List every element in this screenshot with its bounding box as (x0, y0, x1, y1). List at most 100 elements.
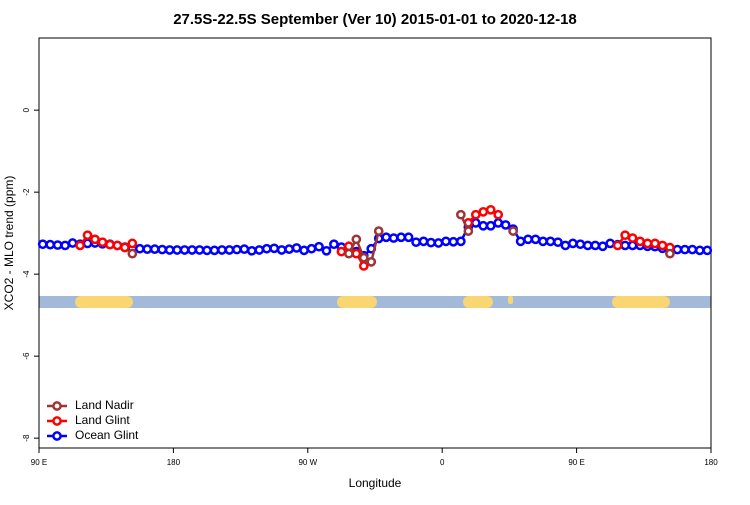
x-tick-label: 180 (704, 458, 718, 467)
y-tick-label: -6 (22, 352, 31, 360)
data-point (45, 239, 56, 250)
data-point (530, 234, 541, 245)
data-point (456, 209, 466, 220)
data-point (120, 242, 130, 253)
data-point (635, 236, 645, 247)
data-point (37, 239, 48, 250)
x-axis-label: Longitude (349, 476, 402, 490)
y-tick-label: -2 (22, 188, 31, 196)
data-point (142, 244, 153, 254)
data-point (314, 241, 324, 252)
data-point (284, 244, 294, 254)
data-point (448, 236, 459, 247)
data-point (545, 236, 556, 247)
series (127, 209, 675, 267)
data-point (224, 245, 235, 255)
data-point (441, 236, 451, 247)
data-point (149, 244, 160, 254)
y-tick-label: -8 (22, 434, 31, 442)
data-point (620, 230, 630, 241)
data-point (582, 240, 593, 251)
data-point (478, 220, 489, 231)
data-point (291, 243, 302, 253)
data-point (568, 238, 578, 249)
data-point (112, 240, 123, 251)
y-axis-label: XCO2 - MLO trend (ppm) (2, 176, 16, 311)
data-point (82, 238, 93, 249)
y-tick-label: -4 (22, 270, 31, 278)
data-point (246, 245, 257, 256)
data-point (261, 243, 272, 254)
data-point (344, 248, 354, 259)
data-point (560, 240, 571, 251)
data-point (687, 244, 698, 255)
data-point (597, 241, 608, 252)
x-tick-label: 90 E (568, 458, 584, 467)
legend-marker (52, 431, 62, 441)
x-tick-label: 180 (167, 458, 181, 467)
data-point (269, 243, 280, 254)
data-point (217, 245, 227, 255)
data-point (67, 238, 78, 248)
data-point (157, 244, 168, 255)
series (37, 218, 713, 261)
data-point (276, 245, 287, 255)
data-point (239, 244, 250, 254)
x-tick-label: 90 E (31, 458, 47, 467)
data-point (134, 243, 145, 254)
data-point (418, 236, 429, 247)
data-point (627, 233, 638, 243)
data-point (358, 252, 369, 263)
data-point (485, 220, 496, 231)
data-point (209, 245, 220, 256)
data-point (97, 237, 108, 248)
data-point (194, 245, 205, 255)
data-point (515, 236, 526, 247)
data-point (694, 245, 705, 256)
y-tick-label: 0 (22, 107, 31, 112)
series (75, 204, 675, 271)
data-point (232, 244, 242, 255)
data-point (665, 248, 675, 259)
data-point (523, 234, 533, 245)
data-point (470, 209, 481, 220)
data-point (411, 237, 421, 248)
data-point (75, 240, 85, 251)
data-point (321, 245, 332, 256)
data-point (299, 245, 309, 256)
data-point (52, 240, 63, 250)
data-point (358, 261, 369, 271)
data-point (590, 240, 601, 251)
data-point (605, 238, 616, 249)
legend-label: Ocean Glint (75, 428, 139, 442)
data-point (680, 244, 690, 255)
data-point (127, 248, 138, 259)
data-point (493, 209, 504, 220)
data-point (187, 245, 197, 255)
x-tick-label: 0 (440, 458, 445, 467)
data-point (620, 240, 630, 251)
data-point (172, 245, 182, 255)
data-point (366, 257, 377, 267)
data-point (627, 240, 638, 251)
data-point (351, 248, 362, 259)
land-ocean-strip (39, 296, 711, 308)
data-point (179, 245, 190, 255)
legend-marker (52, 416, 62, 426)
data-point (164, 245, 175, 255)
data-point (470, 218, 481, 228)
data-point (396, 232, 406, 243)
data-point (381, 232, 392, 243)
data-point (336, 246, 347, 257)
data-point (426, 237, 436, 248)
data-point (82, 230, 93, 241)
data-point (254, 245, 265, 255)
data-point (105, 239, 115, 250)
data-point (463, 226, 474, 236)
data-point (672, 244, 683, 255)
data-point (433, 238, 444, 248)
data-point (202, 245, 212, 256)
data-point (500, 220, 511, 230)
legend-label: Land Glint (75, 413, 130, 427)
